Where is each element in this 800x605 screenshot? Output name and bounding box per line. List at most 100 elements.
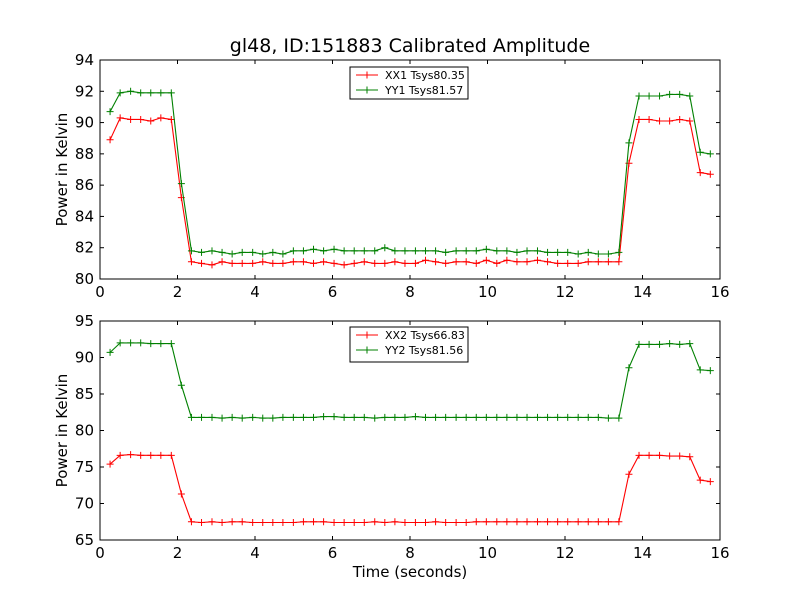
data-point [513,258,521,266]
x-axis-label: Time (seconds) [352,563,468,581]
data-point [147,451,155,459]
data-point [167,340,175,348]
data-point [594,518,602,526]
data-point [391,413,399,421]
data-point [493,259,501,267]
data-point [472,518,480,526]
data-point [706,367,714,375]
data-point [299,258,307,266]
data-point [299,413,307,421]
data-point [259,518,267,526]
y-tick-label: 90 [75,349,94,367]
data-point [656,92,664,100]
data-point [249,413,257,421]
data-point [249,248,257,256]
data-point [137,89,145,97]
data-point [391,247,399,255]
data-point [554,259,562,267]
data-point [472,259,480,267]
series-2 [106,339,714,422]
x-tick-label: 8 [405,544,415,562]
data-point [360,258,368,266]
legend-label: XX1 Tsys80.35 [385,69,465,82]
data-point [269,248,277,256]
data-point [432,518,440,526]
data-point [116,89,124,97]
data-point [289,518,297,526]
data-point [584,413,592,421]
data-point [289,247,297,255]
data-point [625,470,633,478]
x-tick-label: 12 [555,283,574,301]
data-point [411,518,419,526]
data-point [401,247,409,255]
data-point [666,117,674,125]
bottom-subplot: 0 2 4 6 8 10 12 14 16 65 70 75 80 85 90 95 Power in Kelv… [53,312,730,581]
x-tick-label: 16 [710,283,729,301]
data-point [269,414,277,422]
data-point [432,247,440,255]
data-point [157,89,165,97]
data-point [482,413,490,421]
data-point [218,518,226,526]
data-point [228,250,236,258]
data-point [116,339,124,347]
data-point [686,117,694,125]
data-point [432,413,440,421]
data-point [127,115,135,123]
data-point [218,258,226,266]
data-point [452,247,460,255]
y-tick-label: 75 [75,458,94,476]
data-point [259,258,267,266]
data-point [503,413,511,421]
x-tick-label: 4 [250,283,260,301]
data-point [371,414,379,422]
chart-title: gl48, ID:151883 Calibrated Amplitude [230,35,590,57]
data-point [574,250,582,258]
data-point [259,250,267,258]
data-point [706,150,714,158]
data-point [187,247,195,255]
data-point [686,340,694,348]
data-point [533,256,541,264]
data-point [544,258,552,266]
data-point [411,413,419,421]
data-point [442,259,450,267]
y-tick-label: 70 [75,495,94,513]
data-point [513,248,521,256]
data-point [167,115,175,123]
data-point [594,258,602,266]
data-point [116,451,124,459]
data-point [635,92,643,100]
data-point [147,89,155,97]
data-point [635,340,643,348]
data-point [544,248,552,256]
data-point [167,89,175,97]
data-point [401,413,409,421]
legend: XX2 Tsys66.83 YY2 Tsys81.56 [349,326,469,363]
data-point [310,245,318,253]
data-point [208,518,216,526]
data-point [523,518,531,526]
x-tick-label: 8 [405,283,415,301]
x-tick-label: 0 [95,544,105,562]
data-point [137,115,145,123]
data-point [493,247,501,255]
data-point [513,518,521,526]
data-point [279,259,287,267]
data-point [584,258,592,266]
data-point [544,518,552,526]
data-point [238,518,246,526]
data-point [350,259,358,267]
data-point [249,518,257,526]
data-point [564,259,572,267]
data-point [187,413,195,421]
data-point [330,259,338,267]
y-tick-label: 94 [75,51,94,69]
data-point [218,414,226,422]
series-1 [106,451,714,526]
data-point [452,258,460,266]
data-point [238,248,246,256]
x-tick-label: 4 [250,544,260,562]
data-point [604,414,612,422]
